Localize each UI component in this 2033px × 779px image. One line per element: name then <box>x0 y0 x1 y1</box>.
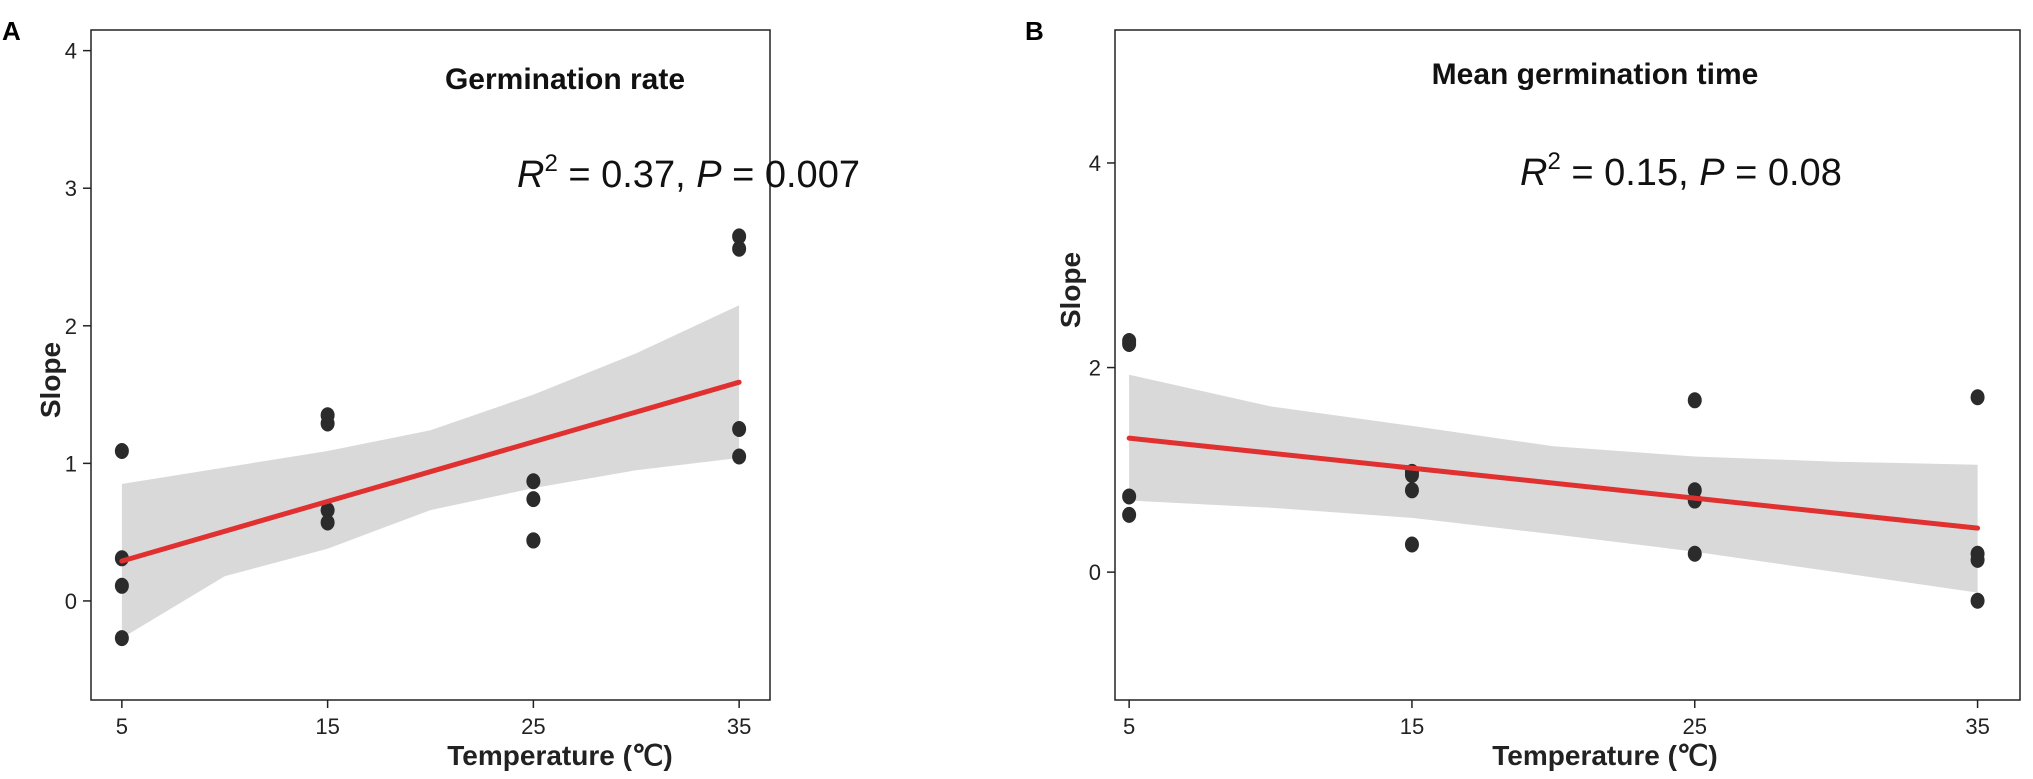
panel-a-y-tick-label: 3 <box>65 176 77 201</box>
panel-b-x-axis-title: Temperature (℃) <box>1492 740 1717 771</box>
panel-a-stat-label: R2 = 0.37, P = 0.007 <box>517 150 860 196</box>
panel-a-r2-superscript: 2 <box>544 150 557 177</box>
panel-b-r2-value: = 0.15, <box>1561 152 1699 194</box>
panel-a-data-point <box>732 240 747 257</box>
panel-b-data-point <box>1404 482 1419 499</box>
panel-a-y-tick-label: 4 <box>65 39 77 64</box>
panel-a-data-point <box>526 473 541 490</box>
panel-b-data-point <box>1122 336 1137 353</box>
panel-b-r2-symbol: R <box>1520 152 1547 194</box>
panel-b-data-point <box>1970 389 1985 406</box>
panel-b-plot-frame <box>1114 29 2021 701</box>
panel-a-data-point <box>526 532 541 549</box>
panel-a-r2-symbol: R <box>517 154 544 196</box>
panel-a-x-tick-label: 35 <box>727 714 751 739</box>
panel-a-data-point <box>732 228 747 245</box>
panel-a-data-point <box>526 491 541 508</box>
panel-b-r2-superscript: 2 <box>1547 148 1560 175</box>
panel-a-r2-value: = 0.37, <box>558 154 696 196</box>
panel-a-data-point <box>114 577 129 594</box>
panel-a-y-tick-label: 1 <box>65 451 77 476</box>
panel-b-p-value: = 0.08 <box>1725 152 1842 194</box>
panel-a-label: A <box>2 16 21 46</box>
panel-b-data-point <box>1122 506 1137 523</box>
panel-b-data-point <box>1687 392 1702 409</box>
panel-a-title: Germination rate <box>445 63 685 96</box>
panel-b-data-point <box>1122 488 1137 505</box>
panel-a-x-axis-title: Temperature (℃) <box>447 740 672 771</box>
panel-a-data-point <box>732 420 747 437</box>
panel-a-y-tick-label: 0 <box>65 589 77 614</box>
panel-b-x-tick-label: 25 <box>1683 714 1707 739</box>
panel-a-data-point <box>320 415 335 432</box>
panel-b-x-tick-label: 5 <box>1123 714 1135 739</box>
panel-a-y-axis-title: Slope <box>35 342 66 418</box>
panel-b-data-point <box>1970 592 1985 609</box>
panel-b-label: B <box>1025 16 1044 46</box>
panel-a-p-symbol: P <box>696 154 722 196</box>
panel-b-p-symbol: P <box>1699 152 1725 194</box>
panel-a-data-point <box>320 514 335 531</box>
panel-a-data-point <box>114 442 129 459</box>
panel-b-data-point <box>1687 545 1702 562</box>
panel-a-data-point <box>114 630 129 647</box>
panel-b-y-tick-label: 0 <box>1089 560 1101 585</box>
panel-a-data-point <box>320 502 335 519</box>
panel-b-y-axis-title: Slope <box>1055 252 1086 328</box>
panel-b-y-tick-label: 4 <box>1089 151 1101 176</box>
panel-a-plot-frame <box>90 29 771 701</box>
panel-a-p-value: = 0.007 <box>722 154 860 196</box>
panel-a-x-tick-label: 25 <box>521 714 545 739</box>
panel-a-x-tick-label: 5 <box>116 714 128 739</box>
panel-b-stat-label: R2 = 0.15, P = 0.08 <box>1520 148 1842 194</box>
panel-b-data-point <box>1404 536 1419 553</box>
panel-b-data-point <box>1970 551 1985 568</box>
panel-b-x-tick-label: 35 <box>1965 714 1989 739</box>
panel-a-x-tick-label: 15 <box>315 714 339 739</box>
panel-b-title: Mean germination time <box>1432 58 1759 91</box>
panel-a-data-point <box>732 448 747 465</box>
panel-a-y-tick-label: 2 <box>65 314 77 339</box>
panel-b-regression-line <box>1126 435 1981 531</box>
panel-b-y-tick-label: 2 <box>1089 356 1101 381</box>
panel-b-x-tick-label: 15 <box>1400 714 1424 739</box>
panel-a-regression-line <box>119 379 742 564</box>
